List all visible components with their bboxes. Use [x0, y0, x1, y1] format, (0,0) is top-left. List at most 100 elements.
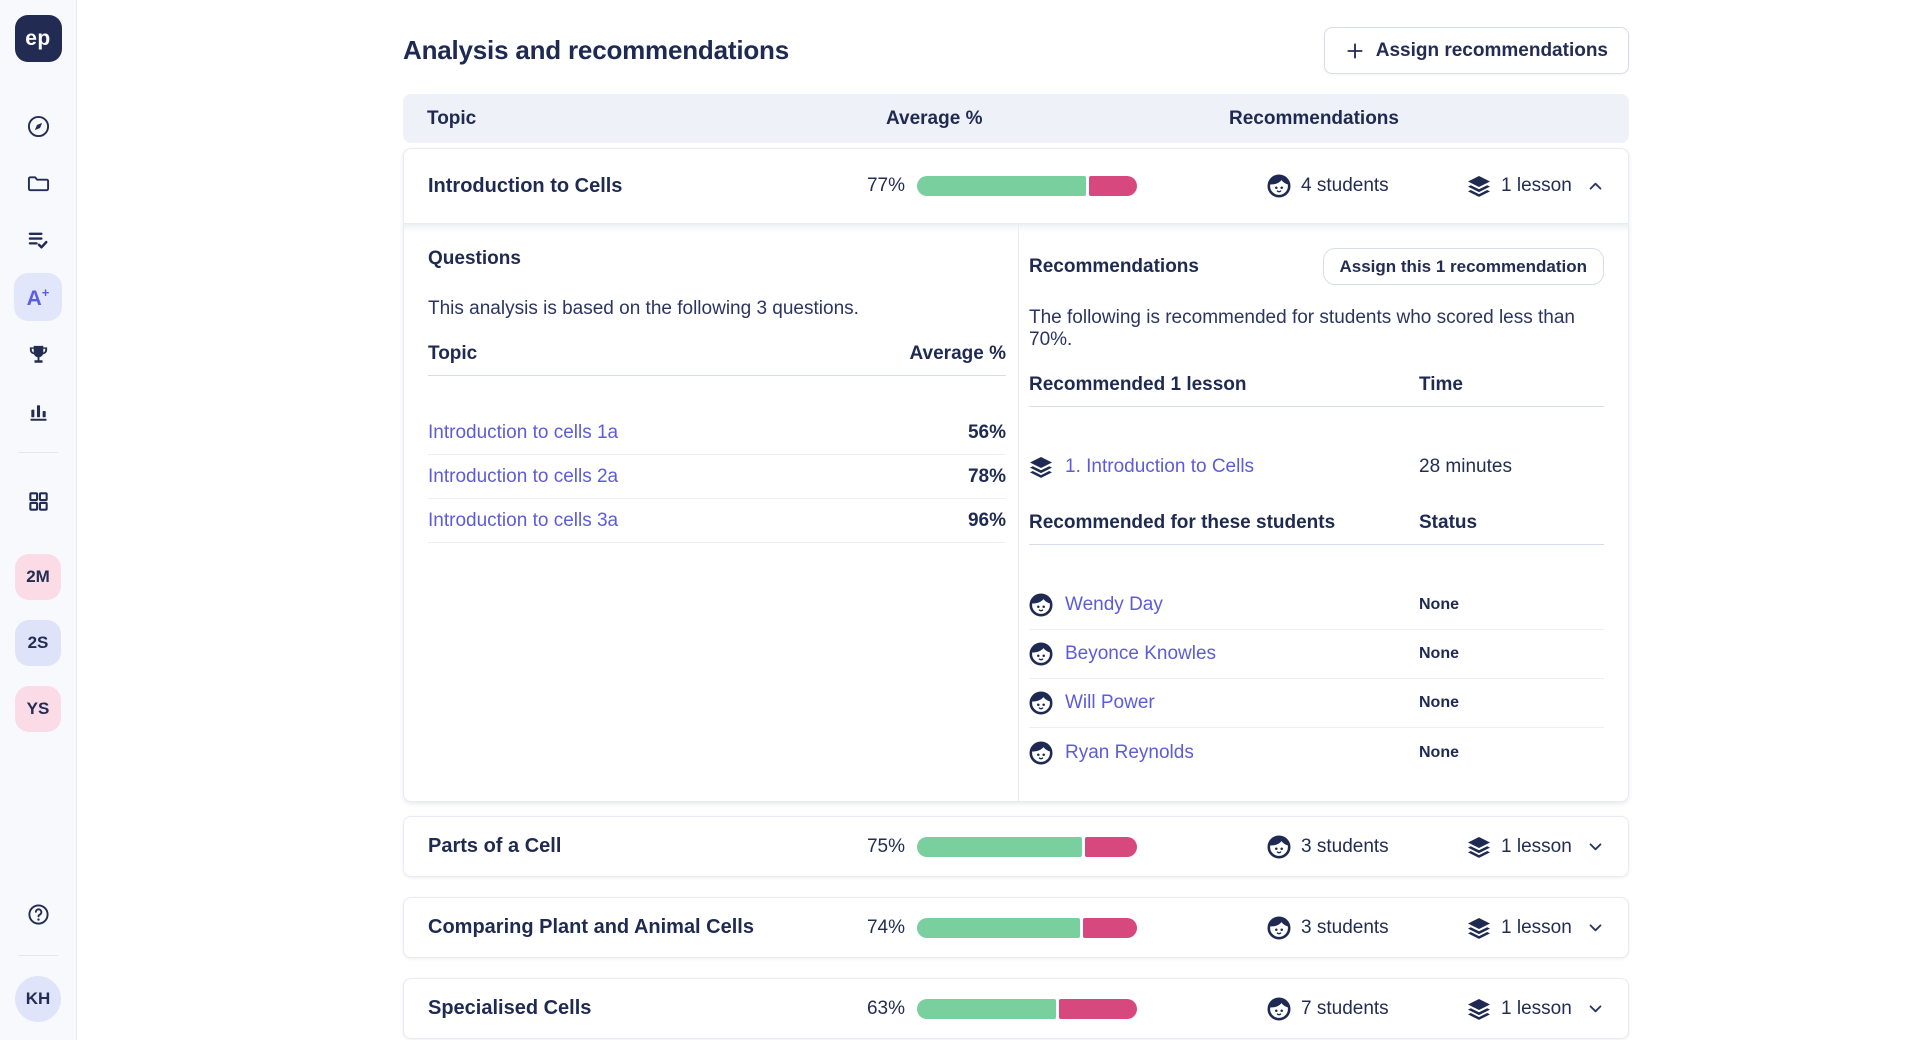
plus-icon — [1345, 41, 1365, 61]
students-label: 7 students — [1301, 997, 1389, 1019]
chevron-down-icon[interactable] — [1587, 1000, 1604, 1017]
progress-bar — [917, 917, 1137, 938]
page-title: Analysis and recommendations — [403, 35, 789, 65]
chevron-down-icon[interactable] — [1587, 838, 1604, 855]
recommendations-description: The following is recommended for student… — [1029, 307, 1575, 350]
topic-row[interactable]: Introduction to Cells 77% 4 students 1 l… — [404, 149, 1628, 223]
student-row: Beyonce Knowles None — [1029, 630, 1604, 679]
face-icon — [1267, 835, 1291, 859]
lesson-link[interactable]: 1. Introduction to Cells — [1065, 456, 1255, 477]
topic-average-percent: 63% — [866, 997, 905, 1019]
user-avatar[interactable]: KH — [15, 976, 61, 1022]
recommendations-header-row: Recommendations Assign this 1 recommenda… — [1029, 248, 1604, 285]
student-status: None — [1419, 596, 1459, 613]
layers-icon — [1029, 455, 1053, 479]
students-count: 3 students — [1267, 835, 1417, 859]
layers-icon — [1467, 997, 1491, 1021]
face-icon — [1029, 741, 1053, 765]
sidebar-item-explore[interactable] — [14, 102, 62, 150]
class-avatar-ys[interactable]: YS — [15, 686, 61, 732]
table-header: Topic Average % Recommendations — [403, 94, 1629, 143]
progress-bar-incorrect — [1089, 176, 1137, 196]
questions-description: This analysis is based on the following … — [428, 298, 859, 319]
topic-card-comparing-plant-and-animal-cells: Comparing Plant and Animal Cells 74% 3 s… — [403, 897, 1629, 958]
student-link[interactable]: Wendy Day — [1065, 594, 1163, 615]
sidebar-item-tasks[interactable] — [14, 216, 62, 264]
students-count: 3 students — [1267, 916, 1417, 940]
question-link[interactable]: Introduction to cells 2a — [428, 465, 619, 487]
lessons-label: 1 lesson — [1501, 175, 1572, 196]
topic-name: Specialised Cells — [428, 997, 592, 1019]
topic-row[interactable]: Parts of a Cell 75% 3 students 1 lesson — [404, 817, 1628, 876]
help-button[interactable] — [14, 890, 62, 938]
lessons-count: 1 lesson — [1467, 997, 1587, 1021]
student-status: None — [1419, 743, 1459, 761]
ep-logo[interactable]: ep — [14, 15, 62, 62]
sidebar-divider-bottom — [18, 955, 58, 956]
student-status: None — [1419, 645, 1459, 662]
topic-row[interactable]: Specialised Cells 63% 7 students 1 lesso… — [404, 979, 1628, 1038]
face-icon — [1267, 174, 1291, 198]
question-average: 56% — [967, 421, 1006, 443]
chevron-down-icon[interactable] — [1587, 919, 1604, 936]
folder-icon — [27, 172, 50, 195]
face-icon — [1267, 997, 1291, 1021]
chevron-up-icon[interactable] — [1587, 178, 1604, 195]
class-avatar-2m[interactable]: 2M — [15, 554, 61, 600]
progress-bar-correct — [917, 998, 1056, 1019]
student-row: Will Power None — [1029, 679, 1604, 728]
sidebar-item-reports[interactable] — [14, 387, 62, 435]
status-header: Status — [1419, 512, 1478, 533]
topic-card-parts-of-a-cell: Parts of a Cell 75% 3 students 1 lesson — [403, 816, 1629, 877]
face-icon — [1029, 593, 1053, 617]
lessons-count: 1 lesson — [1467, 835, 1587, 859]
sidebar-divider — [18, 452, 58, 453]
lesson-table-header: Recommended 1 lesson Time — [1029, 374, 1604, 407]
column-header-recommendations: Recommendations — [1229, 107, 1399, 129]
questions-col-topic: Topic — [428, 343, 478, 364]
title-row: Analysis and recommendations Assign reco… — [403, 27, 1629, 74]
face-icon — [1029, 642, 1053, 666]
trophy-icon — [27, 343, 50, 366]
grades-a-plus-icon: A+ — [26, 284, 50, 310]
time-header: Time — [1419, 374, 1464, 395]
assign-recommendations-button[interactable]: Assign recommendations — [1323, 27, 1629, 74]
sidebar-item-grades[interactable]: A+ — [14, 273, 62, 321]
sidebar-item-dashboard[interactable] — [14, 477, 62, 525]
topic-row[interactable]: Comparing Plant and Animal Cells 74% 3 s… — [404, 898, 1628, 957]
class-avatar-2s[interactable]: 2S — [15, 620, 61, 666]
progress-bar-incorrect — [1085, 836, 1137, 857]
assign-this-recommendation-button[interactable]: Assign this 1 recommendation — [1322, 248, 1604, 285]
progress-bar — [917, 998, 1137, 1019]
students-label: 3 students — [1301, 916, 1389, 938]
lessons-label: 1 lesson — [1501, 916, 1572, 938]
progress-bar — [917, 176, 1137, 196]
topic-card-specialised-cells: Specialised Cells 63% 7 students 1 lesso… — [403, 978, 1629, 1039]
student-row: Ryan Reynolds None — [1029, 728, 1604, 777]
progress-bar-correct — [917, 176, 1087, 196]
questions-rows: Introduction to cells 1a 56% Introductio… — [428, 411, 1006, 543]
recommendations-heading: Recommendations — [1029, 255, 1199, 277]
lesson-time: 28 minutes — [1419, 456, 1512, 477]
question-row: Introduction to cells 1a 56% — [428, 411, 1006, 455]
student-link[interactable]: Beyonce Knowles — [1065, 643, 1217, 664]
sidebar-item-content[interactable] — [14, 159, 62, 207]
question-link[interactable]: Introduction to cells 1a — [428, 421, 619, 443]
main-area: Analysis and recommendations Assign reco… — [77, 0, 1920, 1040]
recommended-students-header: Recommended for these students — [1029, 512, 1336, 533]
student-link[interactable]: Ryan Reynolds — [1065, 741, 1194, 763]
recommendations-panel: Recommendations Assign this 1 recommenda… — [1018, 224, 1628, 801]
tasks-icon — [27, 229, 50, 252]
sidebar-item-achievements[interactable] — [14, 330, 62, 378]
topic-average-percent: 77% — [866, 175, 905, 196]
students-table-header: Recommended for these students Status — [1029, 512, 1604, 545]
bar-chart-icon — [27, 400, 50, 423]
question-link[interactable]: Introduction to cells 3a — [428, 509, 619, 531]
lessons-label: 1 lesson — [1501, 835, 1572, 857]
lessons-label: 1 lesson — [1501, 997, 1572, 1019]
student-link[interactable]: Will Power — [1065, 692, 1155, 713]
lesson-row: 1. Introduction to Cells 28 minutes — [1029, 443, 1604, 491]
content: Analysis and recommendations Assign reco… — [403, 0, 1629, 1040]
sidebar: ep A+ 2M 2S YS KH — [0, 0, 77, 1040]
layers-icon — [1467, 174, 1491, 198]
